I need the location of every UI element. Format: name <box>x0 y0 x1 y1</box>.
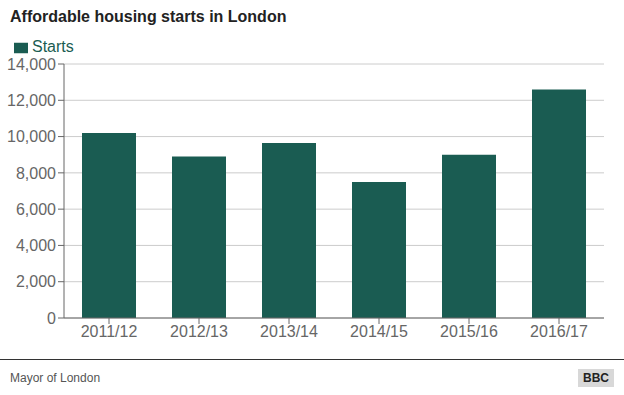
svg-text:12,000: 12,000 <box>7 92 56 109</box>
svg-text:2016/17: 2016/17 <box>530 323 588 340</box>
svg-text:8,000: 8,000 <box>16 165 56 182</box>
svg-text:4,000: 4,000 <box>16 237 56 254</box>
svg-text:2012/13: 2012/13 <box>170 323 228 340</box>
html-text:Starts: Starts <box>32 38 74 55</box>
svg-text:10,000: 10,000 <box>7 128 56 145</box>
svg-text:2014/15: 2014/15 <box>350 323 408 340</box>
html-text:Affordable housing starts in L: Affordable housing starts in London <box>10 8 287 25</box>
svg-text:2013/14: 2013/14 <box>260 323 318 340</box>
svg-text:2,000: 2,000 <box>16 273 56 290</box>
html-text:BBC: BBC <box>583 370 609 385</box>
svg-text:0: 0 <box>47 310 56 327</box>
html-text:Mayor of London: Mayor of London <box>10 370 101 385</box>
svg-text:2015/16: 2015/16 <box>440 323 498 340</box>
svg-text:2011/12: 2011/12 <box>81 323 138 340</box>
svg-text:6,000: 6,000 <box>16 201 56 218</box>
svg-text:14,000: 14,000 <box>7 56 56 73</box>
